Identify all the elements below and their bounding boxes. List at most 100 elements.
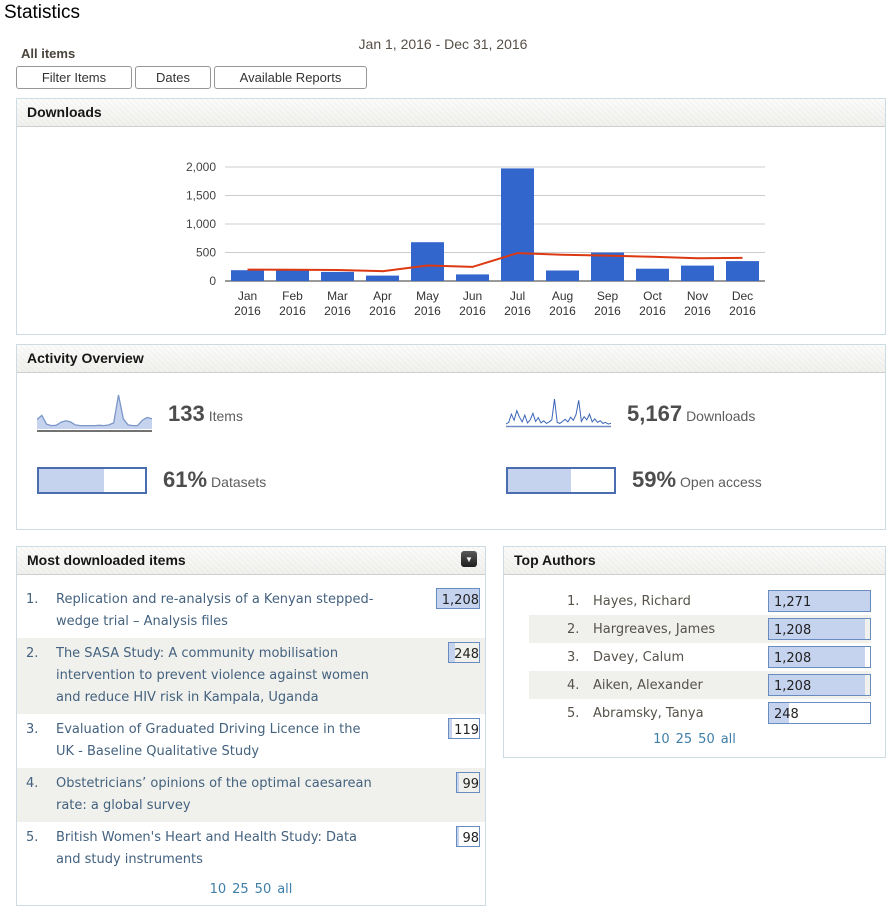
- top-authors-panel: Top Authors 1. Hayes, Richard 1,271 2. H…: [503, 546, 886, 758]
- most-downloaded-pagination: 10 25 50 all: [17, 876, 485, 905]
- svg-text:Nov: Nov: [687, 289, 708, 303]
- activity-overview-panel: Activity Overview 133 Items 5,167 Download…: [16, 344, 886, 530]
- author-rank: 2.: [567, 621, 580, 637]
- item-downloads-value: 98: [462, 831, 479, 846]
- svg-text:2016: 2016: [504, 304, 531, 318]
- svg-text:May: May: [416, 289, 439, 303]
- svg-text:2016: 2016: [234, 304, 261, 318]
- activity-panel-title: Activity Overview: [27, 350, 144, 366]
- bottom-row: Most downloaded items ▼ 1. Replication a…: [0, 546, 886, 906]
- item-downloads-value: 1,208: [441, 593, 479, 608]
- items-count-label: Items: [208, 408, 243, 424]
- item-downloads-value: 119: [454, 723, 479, 738]
- scope-label: All items: [21, 46, 76, 61]
- item-title-link[interactable]: Evaluation of Graduated Driving Licence …: [56, 722, 361, 759]
- most-downloaded-panel: Most downloaded items ▼ 1. Replication a…: [16, 546, 486, 906]
- date-range: Jan 1, 2016 - Dec 31, 2016: [358, 36, 528, 52]
- top-author-row: 3. Davey, Calum 1,208: [529, 643, 871, 671]
- item-downloads-meter: 98: [456, 826, 480, 847]
- author-name: Aiken, Alexander: [593, 677, 703, 693]
- meter-fill: [769, 591, 870, 611]
- author-rank: 1.: [567, 593, 580, 609]
- item-rank: 5.: [26, 830, 39, 845]
- most-downloaded-page-size-10[interactable]: 10: [209, 882, 227, 897]
- author-rank: 3.: [567, 649, 580, 665]
- top-authors-page-size-50[interactable]: 50: [698, 732, 715, 747]
- available-reports-button[interactable]: Available Reports: [214, 66, 367, 89]
- svg-text:2016: 2016: [414, 304, 441, 318]
- svg-text:500: 500: [196, 246, 216, 260]
- downloads-sparkline-chart: [505, 396, 612, 433]
- datasets-percent-label: Datasets: [211, 474, 267, 490]
- top-authors-list: 1. Hayes, Richard 1,271 2. Hargreaves, J…: [529, 587, 871, 727]
- sort-dropdown-icon[interactable]: ▼: [461, 551, 477, 567]
- top-authors-pagination: 10 25 50 all: [504, 727, 885, 757]
- svg-text:Dec: Dec: [732, 289, 753, 303]
- svg-text:2016: 2016: [594, 304, 621, 318]
- datasets-stat: 61% Datasets: [17, 455, 451, 505]
- meter-fill: [449, 719, 453, 738]
- open-access-progress-bar: [506, 466, 616, 494]
- svg-text:Jun: Jun: [463, 289, 482, 303]
- downloads-panel: Downloads 0 500 1,000 1,500 2,000 Jan 2016 Feb 2…: [16, 98, 886, 335]
- svg-text:1,000: 1,000: [186, 217, 216, 231]
- most-downloaded-row: 2. The SASA Study: A community mobilisat…: [17, 638, 485, 714]
- item-title-link[interactable]: Obstetricians’ opinions of the optimal c…: [56, 776, 372, 813]
- filter-items-button[interactable]: Filter Items: [16, 66, 132, 89]
- most-downloaded-list: 1. Replication and re-analysis of a Keny…: [17, 575, 485, 876]
- most-downloaded-page-size-25[interactable]: 25: [232, 882, 249, 897]
- top-authors-page-size-25[interactable]: 25: [675, 732, 693, 747]
- author-rank: 4.: [567, 677, 580, 693]
- most-downloaded-row: 4. Obstetricians’ opinions of the optima…: [17, 768, 485, 822]
- most-downloaded-row: 3. Evaluation of Graduated Driving Licen…: [17, 714, 485, 768]
- downloads-panel-header: Downloads: [17, 99, 885, 127]
- svg-text:Jan: Jan: [238, 289, 257, 303]
- downloads-stat: 5,167 Downloads: [451, 389, 885, 439]
- svg-text:Sep: Sep: [597, 289, 619, 303]
- item-downloads-value: 248: [454, 647, 479, 662]
- svg-text:2016: 2016: [369, 304, 396, 318]
- top-authors-page-size-10[interactable]: 10: [653, 732, 670, 747]
- svg-text:2016: 2016: [279, 304, 306, 318]
- open-access-percent-label: Open access: [680, 474, 762, 490]
- svg-text:Aug: Aug: [552, 289, 573, 303]
- toolbar: Filter Items Dates Available Reports: [16, 66, 367, 89]
- downloads-count: 5,167: [627, 401, 683, 426]
- svg-text:2016: 2016: [549, 304, 576, 318]
- item-title-link[interactable]: British Women's Heart and Health Study: …: [56, 830, 358, 867]
- svg-text:Jul: Jul: [510, 289, 525, 303]
- most-downloaded-page-size-all[interactable]: all: [277, 882, 293, 897]
- meter-fill: [769, 619, 865, 639]
- svg-text:Feb: Feb: [282, 289, 303, 303]
- most-downloaded-title: Most downloaded items: [27, 552, 186, 568]
- item-title-link[interactable]: The SASA Study: A community mobilisation…: [56, 646, 369, 705]
- item-rank: 4.: [26, 776, 39, 791]
- svg-text:1,500: 1,500: [186, 189, 216, 203]
- page-title: Statistics: [4, 2, 81, 23]
- svg-text:2016: 2016: [684, 304, 711, 318]
- svg-text:2,000: 2,000: [186, 160, 216, 174]
- author-downloads-meter: 248: [768, 702, 871, 724]
- item-rank: 1.: [26, 592, 39, 607]
- svg-text:2016: 2016: [639, 304, 666, 318]
- author-downloads-meter: 1,208: [768, 618, 871, 640]
- item-title-link[interactable]: Replication and re-analysis of a Kenyan …: [56, 592, 374, 629]
- most-downloaded-page-size-50[interactable]: 50: [254, 882, 272, 897]
- top-author-row: 4. Aiken, Alexander 1,208: [529, 671, 871, 699]
- dates-button[interactable]: Dates: [135, 66, 211, 89]
- meter-fill: [436, 589, 479, 608]
- datasets-percent: 61%: [163, 467, 208, 492]
- meter-fill: [769, 675, 865, 695]
- most-downloaded-row: 1. Replication and re-analysis of a Keny…: [17, 584, 485, 638]
- author-downloads-meter: 1,271: [768, 590, 871, 612]
- author-rank: 5.: [567, 705, 580, 721]
- meter-fill: [457, 827, 460, 846]
- top-authors-header: Top Authors: [504, 547, 885, 575]
- svg-text:Mar: Mar: [327, 289, 348, 303]
- monthly-downloads-chart: 0 500 1,000 1,500 2,000 Jan 2016 Feb 2016 Mar 2016…: [17, 127, 885, 334]
- most-downloaded-header: Most downloaded items ▼: [17, 547, 485, 575]
- top-authors-page-size-all[interactable]: all: [720, 732, 736, 747]
- svg-text:Oct: Oct: [643, 289, 662, 303]
- top-author-row: 2. Hargreaves, James 1,208: [529, 615, 871, 643]
- item-rank: 3.: [26, 722, 39, 737]
